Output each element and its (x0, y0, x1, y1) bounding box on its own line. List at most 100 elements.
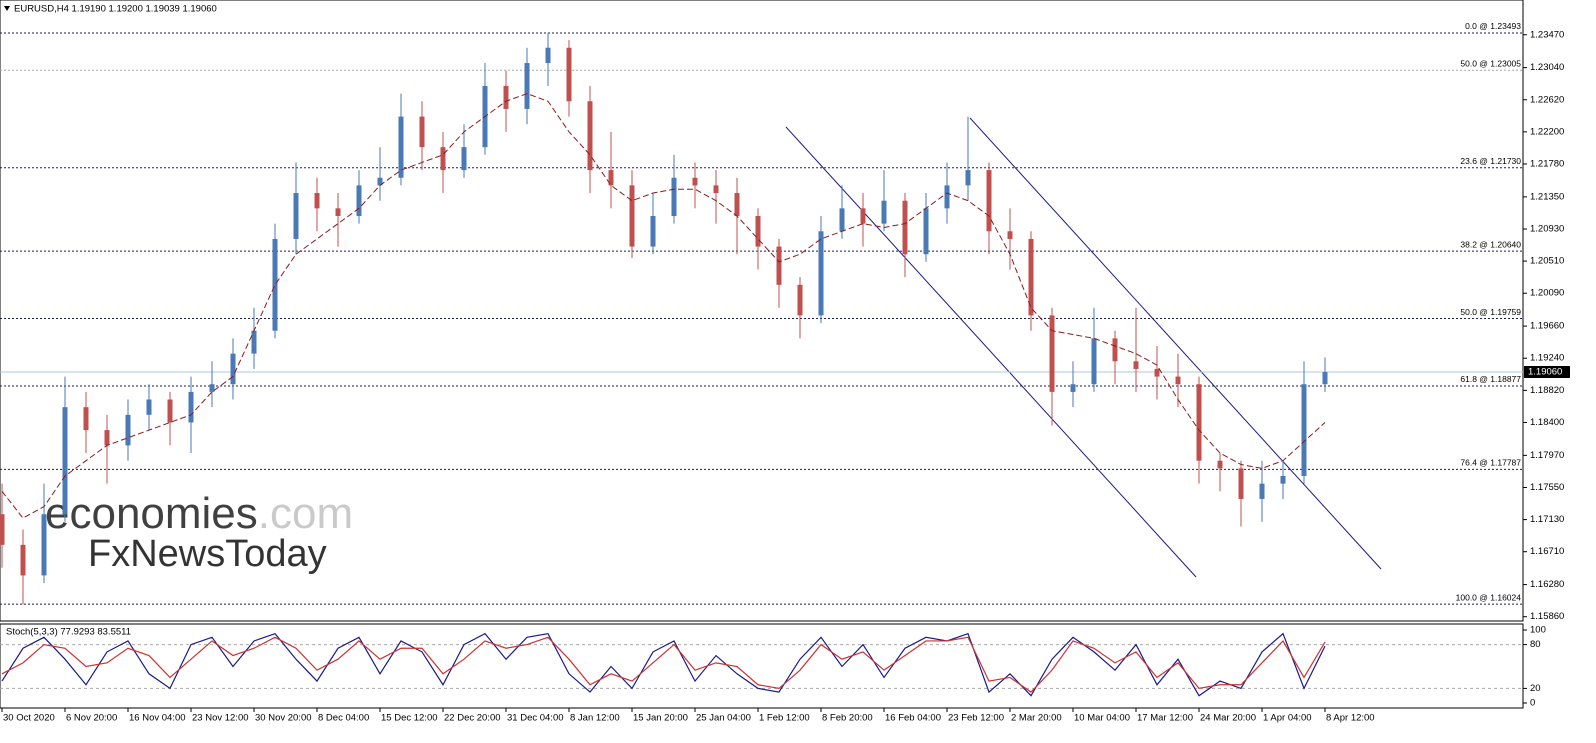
candle-body (1301, 384, 1307, 476)
candle-body (146, 399, 152, 415)
x-tick-label: 16 Nov 04:00 (129, 713, 186, 724)
candle-body (734, 193, 740, 216)
y-tick-label: 1.21350 (1530, 191, 1564, 202)
fib-label: 0.0 @ 1.23493 (1465, 21, 1521, 31)
candle-body (1322, 371, 1328, 385)
y-tick-label: 1.22200 (1530, 126, 1564, 137)
candle-body (83, 407, 89, 431)
candle-body (692, 177, 698, 186)
candle-body (902, 200, 908, 255)
candle-body (1007, 231, 1013, 239)
candle-body (1070, 384, 1076, 392)
x-tick-label: 16 Feb 04:00 (885, 713, 941, 724)
candle-body (314, 193, 320, 209)
y-tick-label: 20 (1530, 683, 1541, 694)
price-box (1524, 365, 1570, 378)
candle-body (713, 185, 719, 194)
candle-body (671, 177, 677, 216)
candle-body (818, 231, 824, 316)
fib-label: 38.2 @ 1.20640 (1460, 239, 1521, 249)
channel-line (785, 126, 1197, 578)
chart-title: EURUSD,H4 1.19190 1.19200 1.19039 1.1906… (14, 4, 217, 15)
price-label: 1.19060 (1528, 367, 1562, 378)
candle-body (587, 101, 593, 171)
candle-body (776, 246, 782, 285)
candle-body (377, 177, 383, 186)
x-tick-label: 17 Mar 12:00 (1137, 713, 1193, 724)
candle-body (125, 414, 131, 446)
x-tick-label: 8 Apr 12:00 (1326, 713, 1375, 724)
candle-body (188, 391, 194, 423)
watermark-brand: economies (45, 489, 258, 538)
y-tick-label: 1.17970 (1530, 450, 1564, 461)
x-tick-label: 22 Dec 20:00 (444, 713, 501, 724)
stoch-panel (0, 623, 1524, 709)
x-tick-label: 2 Mar 20:00 (1011, 713, 1062, 724)
y-tick-label: 1.23470 (1530, 29, 1564, 40)
y-tick-label: 1.20510 (1530, 256, 1564, 267)
x-tick-label: 8 Jan 12:00 (570, 713, 620, 724)
y-tick-label: 1.18400 (1530, 417, 1564, 428)
menu-arrow (4, 6, 10, 11)
stoch-title: Stoch(5,3,3) 77.9293 83.5511 (6, 627, 131, 638)
candle-body (860, 208, 866, 224)
candle-body (944, 185, 950, 209)
channel-line (969, 117, 1382, 570)
candle-body (1196, 384, 1202, 461)
y-tick-label: 1.20930 (1530, 224, 1564, 235)
candle-body (1217, 460, 1223, 469)
candle-body (62, 407, 68, 515)
candle-body (839, 208, 845, 232)
candle-body (1175, 376, 1181, 385)
candle-body (293, 193, 299, 239)
candle-body (419, 116, 425, 148)
candle-body (20, 544, 26, 576)
candle-body (0, 514, 5, 545)
candle-body (1112, 338, 1118, 362)
candle-body (608, 170, 614, 186)
candle-body (1259, 483, 1265, 499)
candle-body (1049, 315, 1055, 392)
x-tick-label: 1 Feb 12:00 (759, 713, 810, 724)
fib-label: 61.8 @ 1.18877 (1460, 374, 1521, 384)
watermark-sub: FxNewsToday (88, 533, 327, 575)
x-tick-label: 23 Feb 12:00 (948, 713, 1004, 724)
candle-body (335, 208, 341, 216)
candle-body (755, 215, 761, 247)
y-tick-label: 1.17550 (1530, 482, 1564, 493)
candle-body (440, 147, 446, 171)
x-tick-label: 1 Apr 04:00 (1263, 713, 1312, 724)
moving-average (1, 93, 1326, 519)
x-tick-label: 30 Oct 2020 (3, 713, 55, 724)
candle-body (566, 47, 572, 102)
fib-label: 50.0 @ 1.23005 (1460, 59, 1521, 69)
candle-body (629, 185, 635, 247)
fib-label: 50.0 @ 1.19759 (1460, 307, 1521, 317)
x-tick-label: 6 Nov 20:00 (66, 713, 117, 724)
x-tick-label: 10 Mar 04:00 (1074, 713, 1130, 724)
stoch-line (1, 632, 1326, 697)
y-tick-label: 1.23040 (1530, 62, 1564, 73)
candle-body (104, 430, 110, 446)
candle-body (1238, 468, 1244, 499)
candle-body (881, 200, 887, 224)
candle-body (1280, 475, 1286, 484)
y-tick-label: 1.19240 (1530, 353, 1564, 364)
y-tick-label: 0 (1530, 698, 1535, 709)
y-tick-label: 1.16710 (1530, 546, 1564, 557)
candle-body (797, 284, 803, 316)
candle-body (503, 85, 509, 109)
stoch-line (1, 636, 1326, 693)
fib-label: 100.0 @ 1.16024 (1456, 592, 1522, 602)
candle-body (461, 147, 467, 171)
candle-body (650, 215, 656, 247)
y-tick-label: 1.21780 (1530, 158, 1564, 169)
x-tick-label: 31 Dec 04:00 (507, 713, 564, 724)
y-tick-label: 1.20090 (1530, 288, 1564, 299)
watermark-suffix: .com (258, 489, 353, 538)
candle-body (398, 116, 404, 178)
candle-body (524, 63, 530, 109)
candle-body (272, 238, 278, 331)
y-tick-label: 1.18820 (1530, 385, 1564, 396)
